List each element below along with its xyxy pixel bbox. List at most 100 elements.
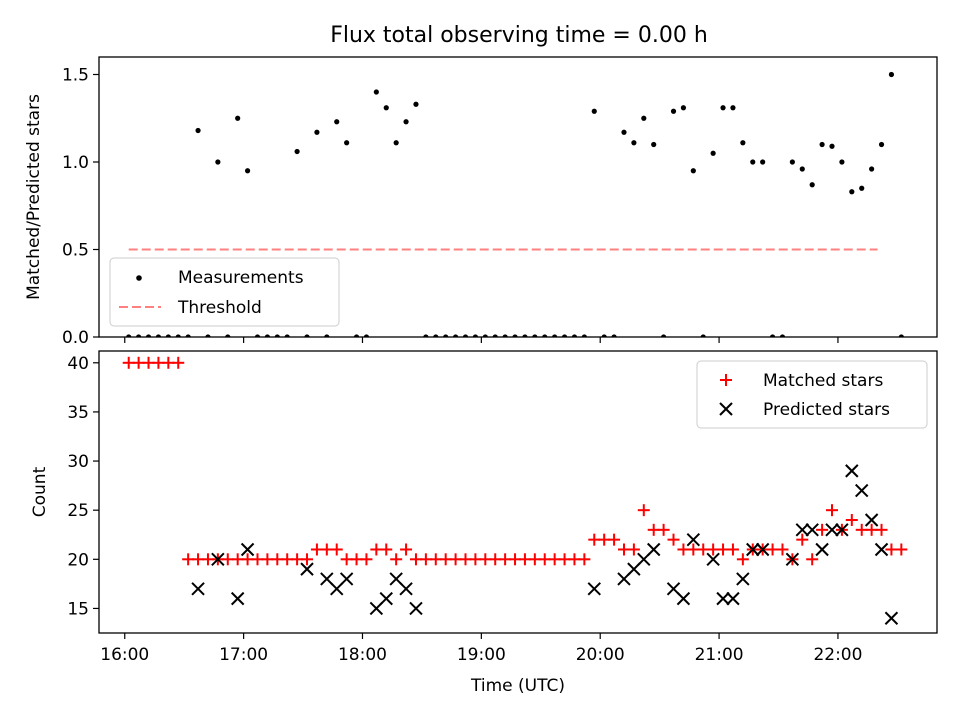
predicted-star-point (686, 532, 701, 547)
matched-star-point (875, 523, 888, 536)
y-tick-label: 0.0 (62, 328, 89, 348)
measurement-point (591, 108, 597, 114)
legend-measurement-marker (136, 275, 142, 281)
predicted-star-point (815, 542, 829, 557)
y-tick-label: 35 (67, 403, 89, 423)
predicted-star-point (587, 582, 601, 596)
legend-matched-marker (720, 374, 732, 386)
measurement-point (720, 105, 726, 111)
predicted-star-point (240, 542, 255, 557)
predicted-star-point (746, 542, 760, 557)
legend: Matched stars Predicted stars (696, 360, 928, 429)
measurement-point (750, 159, 756, 165)
bottom-plot-area (122, 356, 908, 625)
bottom-panel: 15 20 25 30 35 40 16:00 17:00 18:00 19:00 20:00 21:… (30, 350, 938, 696)
measurement-point (621, 129, 627, 135)
x-tick-label: 21:00 (695, 645, 744, 665)
measurement-point (631, 140, 637, 146)
measurement-point (730, 105, 736, 111)
predicted-star-point (646, 542, 661, 557)
matched-star-point (400, 543, 413, 556)
predicted-star-point (320, 572, 334, 586)
y-tick-label: 40 (67, 354, 89, 374)
measurement-point (314, 129, 320, 135)
figure-title: Flux total observing time = 0.00 h (330, 23, 708, 48)
measurement-point (869, 166, 875, 172)
measurement-point (670, 108, 677, 114)
matched-star-point (796, 533, 809, 546)
matched-star-point (301, 553, 314, 566)
measurement-point (789, 159, 795, 165)
predicted-star-point (230, 591, 245, 606)
matched-star-point (816, 523, 829, 536)
legend-label: Predicted stars (763, 400, 890, 420)
matched-star-point (657, 523, 670, 536)
matched-star-point (736, 553, 749, 566)
x-tick-label: 17:00 (219, 645, 268, 665)
measurement-point (244, 168, 251, 174)
matched-star-point (578, 553, 591, 566)
matched-star-point (726, 543, 739, 556)
predicted-star-point (755, 542, 770, 557)
measurement-point (334, 119, 340, 125)
predicted-star-point (785, 552, 800, 567)
axes-frame (98, 350, 938, 634)
matched-star-point (380, 543, 393, 556)
measurement-point (651, 141, 657, 148)
predicted-star-point (191, 582, 205, 596)
measurement-point (839, 159, 845, 165)
y-tick-label: 15 (67, 599, 89, 619)
predicted-star-point (339, 572, 354, 586)
matched-star-point (806, 553, 819, 566)
measurement-point (680, 105, 687, 111)
legend-label: Measurements (178, 268, 304, 288)
axes-frame (98, 56, 938, 338)
predicted-star-point (716, 591, 730, 606)
predicted-star-point (864, 513, 879, 527)
legend-frame (109, 257, 340, 327)
predicted-star-point (805, 523, 819, 537)
legend-predicted-marker (719, 402, 733, 416)
measurement-point (740, 140, 746, 146)
y-axis-label: Matched/Predicted stars (24, 94, 44, 300)
measurement-point (799, 166, 805, 172)
top-plot-area (126, 71, 904, 337)
measurement-point (690, 168, 696, 174)
predicted-star-point (874, 542, 889, 557)
matched-star-point (330, 543, 343, 556)
matched-star-point (776, 543, 789, 556)
predicted-star-point (835, 523, 849, 537)
predicted-star-point (795, 523, 809, 537)
predicted-star-point (726, 591, 740, 606)
predicted-star-point (369, 601, 384, 616)
y-tick-label: 0.5 (62, 241, 89, 261)
matched-star-point (667, 533, 680, 546)
x-tick-label: 22:00 (813, 645, 862, 665)
measurement-point (294, 148, 300, 155)
measurement-point (215, 159, 221, 165)
x-tick-label: 16:00 (100, 645, 149, 665)
measurement-point (344, 140, 350, 146)
matched-star-point (895, 543, 908, 556)
predicted-star-point (211, 552, 225, 567)
measurement-point (829, 143, 835, 149)
matched-star-point (845, 514, 858, 527)
measurement-point (235, 115, 241, 121)
matched-star-point (360, 553, 373, 566)
legend-label: Threshold (177, 298, 262, 318)
x-tick-label: 18:00 (338, 645, 387, 665)
predicted-star-point (736, 572, 750, 586)
y-tick-label: 30 (67, 452, 89, 472)
top-panel: 0.0 0.5 1.0 1.5 Matched/Predicted stars Measu… (24, 56, 938, 348)
matched-star-point (172, 356, 185, 369)
predicted-star-point (825, 523, 839, 537)
measurement-point (413, 101, 419, 107)
measurement-point (849, 189, 855, 195)
predicted-star-point (300, 562, 314, 576)
predicted-star-point (884, 611, 899, 625)
y-axis-label: Count (30, 466, 50, 517)
y-tick-label: 1.5 (62, 66, 89, 86)
measurement-point (888, 71, 895, 78)
measurement-point (809, 182, 815, 188)
